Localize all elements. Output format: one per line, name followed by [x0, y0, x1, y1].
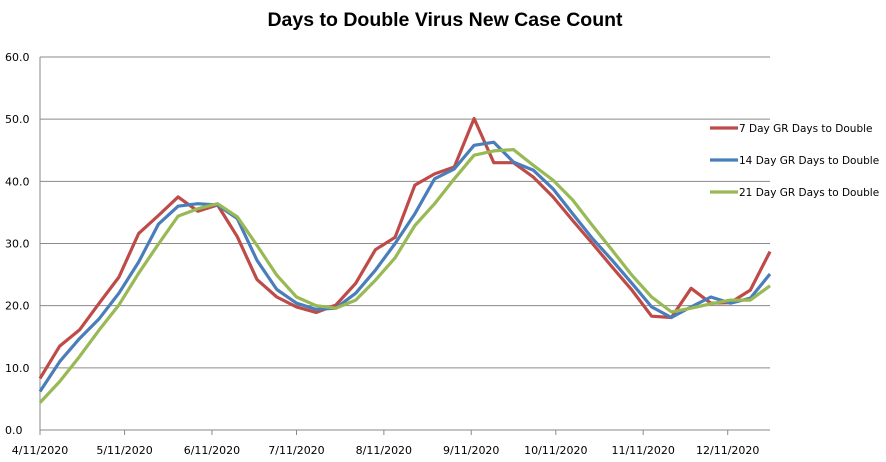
x-tick-label: 11/11/2020 — [611, 444, 674, 457]
series-line-2 — [38, 140, 772, 393]
series-lines — [38, 116, 772, 404]
x-tick-label: 4/11/2020 — [12, 444, 68, 457]
series-line-3 — [38, 148, 771, 404]
y-tick-label: 60.0 — [5, 51, 30, 64]
y-tick-label: 30.0 — [5, 238, 30, 251]
x-tick-label: 12/11/2020 — [696, 444, 759, 457]
x-tick-label: 9/11/2020 — [443, 444, 499, 457]
legend-label: 14 Day GR Days to Double — [739, 155, 879, 167]
x-tick-label: 8/11/2020 — [356, 444, 412, 457]
y-tick-label: 50.0 — [5, 113, 30, 126]
y-tick-label: 20.0 — [5, 300, 30, 313]
y-axis: 0.0 10.0 20.0 30.0 40.0 50.0 60.0 — [5, 51, 41, 437]
legend: 7 Day GR Days to Double 14 Day GR Days to… — [710, 123, 879, 199]
x-tick-label: 10/11/2020 — [524, 444, 587, 457]
series-line-1 — [38, 116, 772, 380]
legend-label: 21 Day GR Days to Double — [739, 187, 879, 199]
x-axis: 4/11/2020 5/11/2020 6/11/2020 7/11/2020 8/11… — [12, 429, 770, 457]
legend-label: 7 Day GR Days to Double — [739, 123, 873, 135]
x-tick-label: 6/11/2020 — [184, 444, 240, 457]
y-tick-label: 40.0 — [5, 175, 30, 188]
y-tick-label: 10.0 — [5, 362, 30, 375]
x-tick-label: 5/11/2020 — [96, 444, 152, 457]
chart-title: Days to Double Virus New Case Count — [267, 9, 623, 31]
y-tick-label: 0.0 — [5, 424, 23, 437]
x-tick-label: 7/11/2020 — [268, 444, 324, 457]
